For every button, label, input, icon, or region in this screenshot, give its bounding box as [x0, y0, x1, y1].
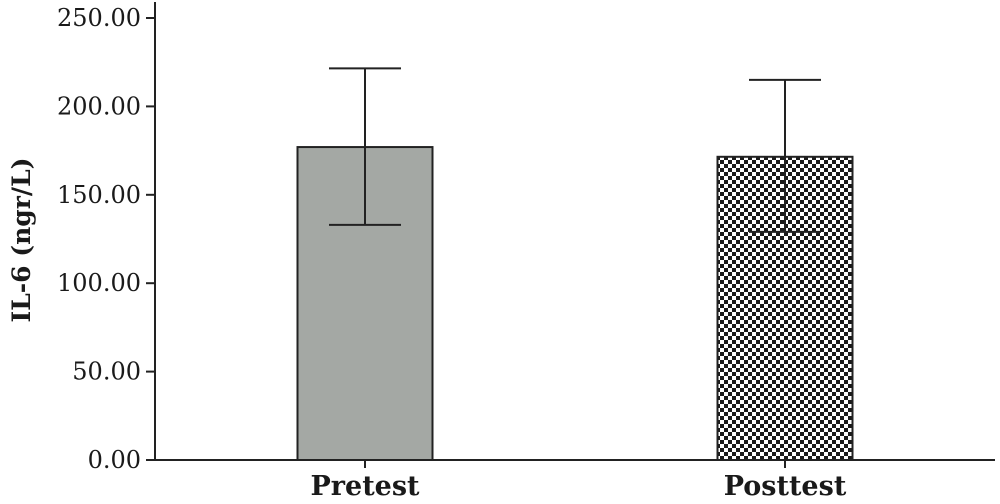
error-bars — [329, 67, 821, 233]
category-label-posttest: Posttest — [724, 471, 847, 502]
y-axis-ticks: 0.00 50.00 100.00 150.00 200.00 250.00 — [57, 4, 155, 474]
bars — [296, 146, 854, 461]
y-axis-title-group: IL-6 (ngr/L) — [7, 158, 36, 323]
category-label-pretest: Pretest — [310, 471, 420, 502]
y-axis-title: IL-6 (ngr/L) — [7, 158, 36, 323]
category-labels: Pretest Posttest — [310, 460, 847, 502]
y-tick-label: 100.00 — [57, 269, 141, 297]
y-tick-label: 250.00 — [57, 4, 141, 32]
y-tick-label: 200.00 — [57, 92, 141, 120]
y-tick-label: 50.00 — [72, 358, 141, 386]
y-tick-label: 0.00 — [88, 446, 141, 474]
y-tick-label: 150.00 — [57, 181, 141, 209]
